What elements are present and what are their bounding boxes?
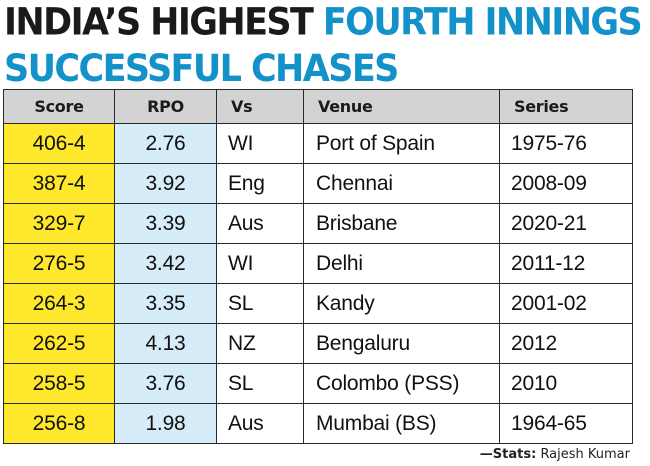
opponent-cell: WI	[216, 123, 304, 164]
rpo-cell: 4.13	[114, 323, 217, 364]
header-venue: Venue	[303, 89, 500, 124]
header-vs: Vs	[216, 89, 304, 124]
header-score: Score	[3, 89, 115, 124]
table-row: 258-5 3.76 SL Colombo (PSS) 2010	[3, 363, 633, 404]
table-row: 262-5 4.13 NZ Bengaluru 2012	[3, 323, 633, 364]
table-row: 276-5 3.42 WI Delhi 2011-12	[3, 243, 633, 284]
series-cell: 2020-21	[499, 203, 633, 244]
score-cell: 262-5	[3, 323, 115, 364]
rpo-cell: 1.98	[114, 403, 217, 444]
table-row: 329-7 3.39 Aus Brisbane 2020-21	[3, 203, 633, 244]
venue-cell: Chennai	[303, 163, 500, 204]
rpo-cell: 3.39	[114, 203, 217, 244]
rpo-cell: 2.76	[114, 123, 217, 164]
series-cell: 2011-12	[499, 243, 633, 284]
credit-name: Rajesh Kumar	[540, 447, 630, 462]
stats-credit: —Stats: Rajesh Kumar	[480, 446, 630, 464]
venue-cell: Mumbai (BS)	[303, 403, 500, 444]
title-line-1: INDIA’S HIGHEST FOURTH INNINGS	[4, 0, 646, 46]
title-line-2: SUCCESSFUL CHASES	[4, 46, 646, 92]
opponent-cell: SL	[216, 283, 304, 324]
table-row: 406-4 2.76 WI Port of Spain 1975-76	[3, 123, 633, 164]
score-cell: 406-4	[3, 123, 115, 164]
rpo-cell: 3.76	[114, 363, 217, 404]
chases-table: Score RPO Vs Venue Series 406-4 2.76 WI …	[3, 89, 633, 444]
series-cell: 2010	[499, 363, 633, 404]
table-row: 264-3 3.35 SL Kandy 2001-02	[3, 283, 633, 324]
score-cell: 329-7	[3, 203, 115, 244]
opponent-cell: NZ	[216, 323, 304, 364]
table-body: 406-4 2.76 WI Port of Spain 1975-76 387-…	[3, 123, 633, 444]
table-row: 256-8 1.98 Aus Mumbai (BS) 1964-65	[3, 403, 633, 444]
table-row: 387-4 3.92 Eng Chennai 2008-09	[3, 163, 633, 204]
series-cell: 1975-76	[499, 123, 633, 164]
title-accent-text-2: SUCCESSFUL CHASES	[4, 47, 399, 91]
score-cell: 276-5	[3, 243, 115, 284]
title-accent-text: FOURTH INNINGS	[322, 1, 643, 45]
table-header-row: Score RPO Vs Venue Series	[3, 89, 633, 124]
opponent-cell: Aus	[216, 403, 304, 444]
rpo-cell: 3.42	[114, 243, 217, 284]
series-cell: 2012	[499, 323, 633, 364]
rpo-cell: 3.92	[114, 163, 217, 204]
score-cell: 258-5	[3, 363, 115, 404]
score-cell: 264-3	[3, 283, 115, 324]
rpo-cell: 3.35	[114, 283, 217, 324]
venue-cell: Port of Spain	[303, 123, 500, 164]
opponent-cell: SL	[216, 363, 304, 404]
venue-cell: Kandy	[303, 283, 500, 324]
opponent-cell: Eng	[216, 163, 304, 204]
header-rpo: RPO	[114, 89, 217, 124]
series-cell: 1964-65	[499, 403, 633, 444]
chart-title: INDIA’S HIGHEST FOURTH INNINGS SUCCESSFU…	[4, 0, 646, 93]
series-cell: 2001-02	[499, 283, 633, 324]
venue-cell: Bengaluru	[303, 323, 500, 364]
opponent-cell: Aus	[216, 203, 304, 244]
venue-cell: Brisbane	[303, 203, 500, 244]
score-cell: 256-8	[3, 403, 115, 444]
opponent-cell: WI	[216, 243, 304, 284]
title-dark-text: INDIA’S HIGHEST	[4, 1, 314, 45]
series-cell: 2008-09	[499, 163, 633, 204]
score-cell: 387-4	[3, 163, 115, 204]
credit-prefix: —Stats:	[479, 447, 537, 462]
venue-cell: Delhi	[303, 243, 500, 284]
venue-cell: Colombo (PSS)	[303, 363, 500, 404]
header-series: Series	[499, 89, 633, 124]
